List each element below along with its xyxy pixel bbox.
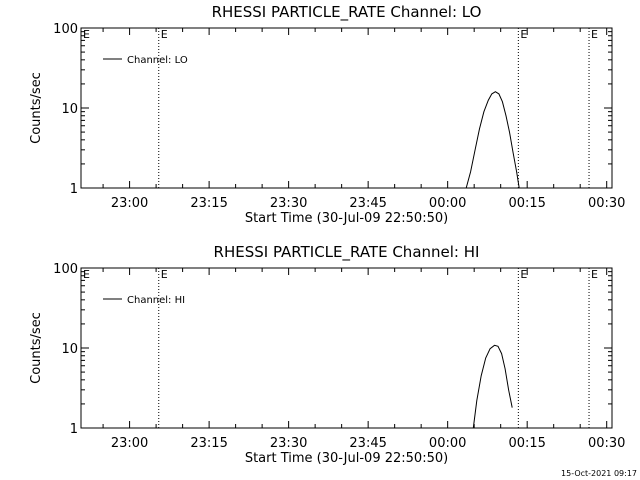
x-tick-label: 23:15 xyxy=(190,436,227,451)
x-tick-label: 23:45 xyxy=(349,196,386,211)
event-marker-label: E xyxy=(161,268,168,281)
x-axis-label: Start Time (30-Jul-09 22:50:50) xyxy=(245,211,448,226)
event-marker-label: E xyxy=(520,28,527,41)
event-marker-label: E xyxy=(161,28,168,41)
y-axis-label: Counts/sec xyxy=(29,312,44,384)
x-tick-label: 23:45 xyxy=(349,436,386,451)
event-marker-label: E xyxy=(520,268,527,281)
x-tick-label: 23:15 xyxy=(190,196,227,211)
y-tick-label: 1 xyxy=(70,422,78,437)
y-tick-label: 1 xyxy=(70,182,78,197)
x-tick-label: 23:00 xyxy=(111,196,148,211)
y-tick-label: 100 xyxy=(53,22,78,37)
y-tick-label: 10 xyxy=(61,102,78,117)
event-marker-label: E xyxy=(591,268,598,281)
x-tick-label: 00:15 xyxy=(508,196,545,211)
x-tick-label: 00:30 xyxy=(588,436,625,451)
chart-panel-1: RHESSI PARTICLE_RATE Channel: HI 23:00 23:… xyxy=(29,243,625,466)
event-marker-label: E xyxy=(591,28,598,41)
x-tick-label: 23:30 xyxy=(270,196,307,211)
chart-panel-0: RHESSI PARTICLE_RATE Channel: LO 23:00 23:… xyxy=(29,3,625,226)
chart-title: RHESSI PARTICLE_RATE Channel: LO xyxy=(212,3,482,22)
series-line xyxy=(465,91,520,189)
series-line xyxy=(472,344,513,429)
x-tick-label: 23:30 xyxy=(270,436,307,451)
event-marker-label-start: E xyxy=(83,268,90,281)
y-tick-label: 10 xyxy=(61,342,78,357)
y-axis-label: Counts/sec xyxy=(29,72,44,144)
plot-frame xyxy=(80,267,613,429)
event-marker-label-start: E xyxy=(83,28,90,41)
y-tick-label: 100 xyxy=(53,262,78,277)
x-tick-label: 23:00 xyxy=(111,436,148,451)
x-axis-label: Start Time (30-Jul-09 22:50:50) xyxy=(245,451,448,466)
x-tick-label: 00:00 xyxy=(429,196,466,211)
x-tick-label: 00:30 xyxy=(588,196,625,211)
chart-title: RHESSI PARTICLE_RATE Channel: HI xyxy=(214,243,480,262)
x-tick-label: 00:00 xyxy=(429,436,466,451)
legend-entry: Channel: LO xyxy=(127,55,188,66)
plot-frame xyxy=(80,27,613,189)
timestamp: 15-Oct-2021 09:17 xyxy=(561,469,637,478)
legend-entry: Channel: HI xyxy=(127,295,185,306)
x-tick-label: 00:15 xyxy=(508,436,545,451)
